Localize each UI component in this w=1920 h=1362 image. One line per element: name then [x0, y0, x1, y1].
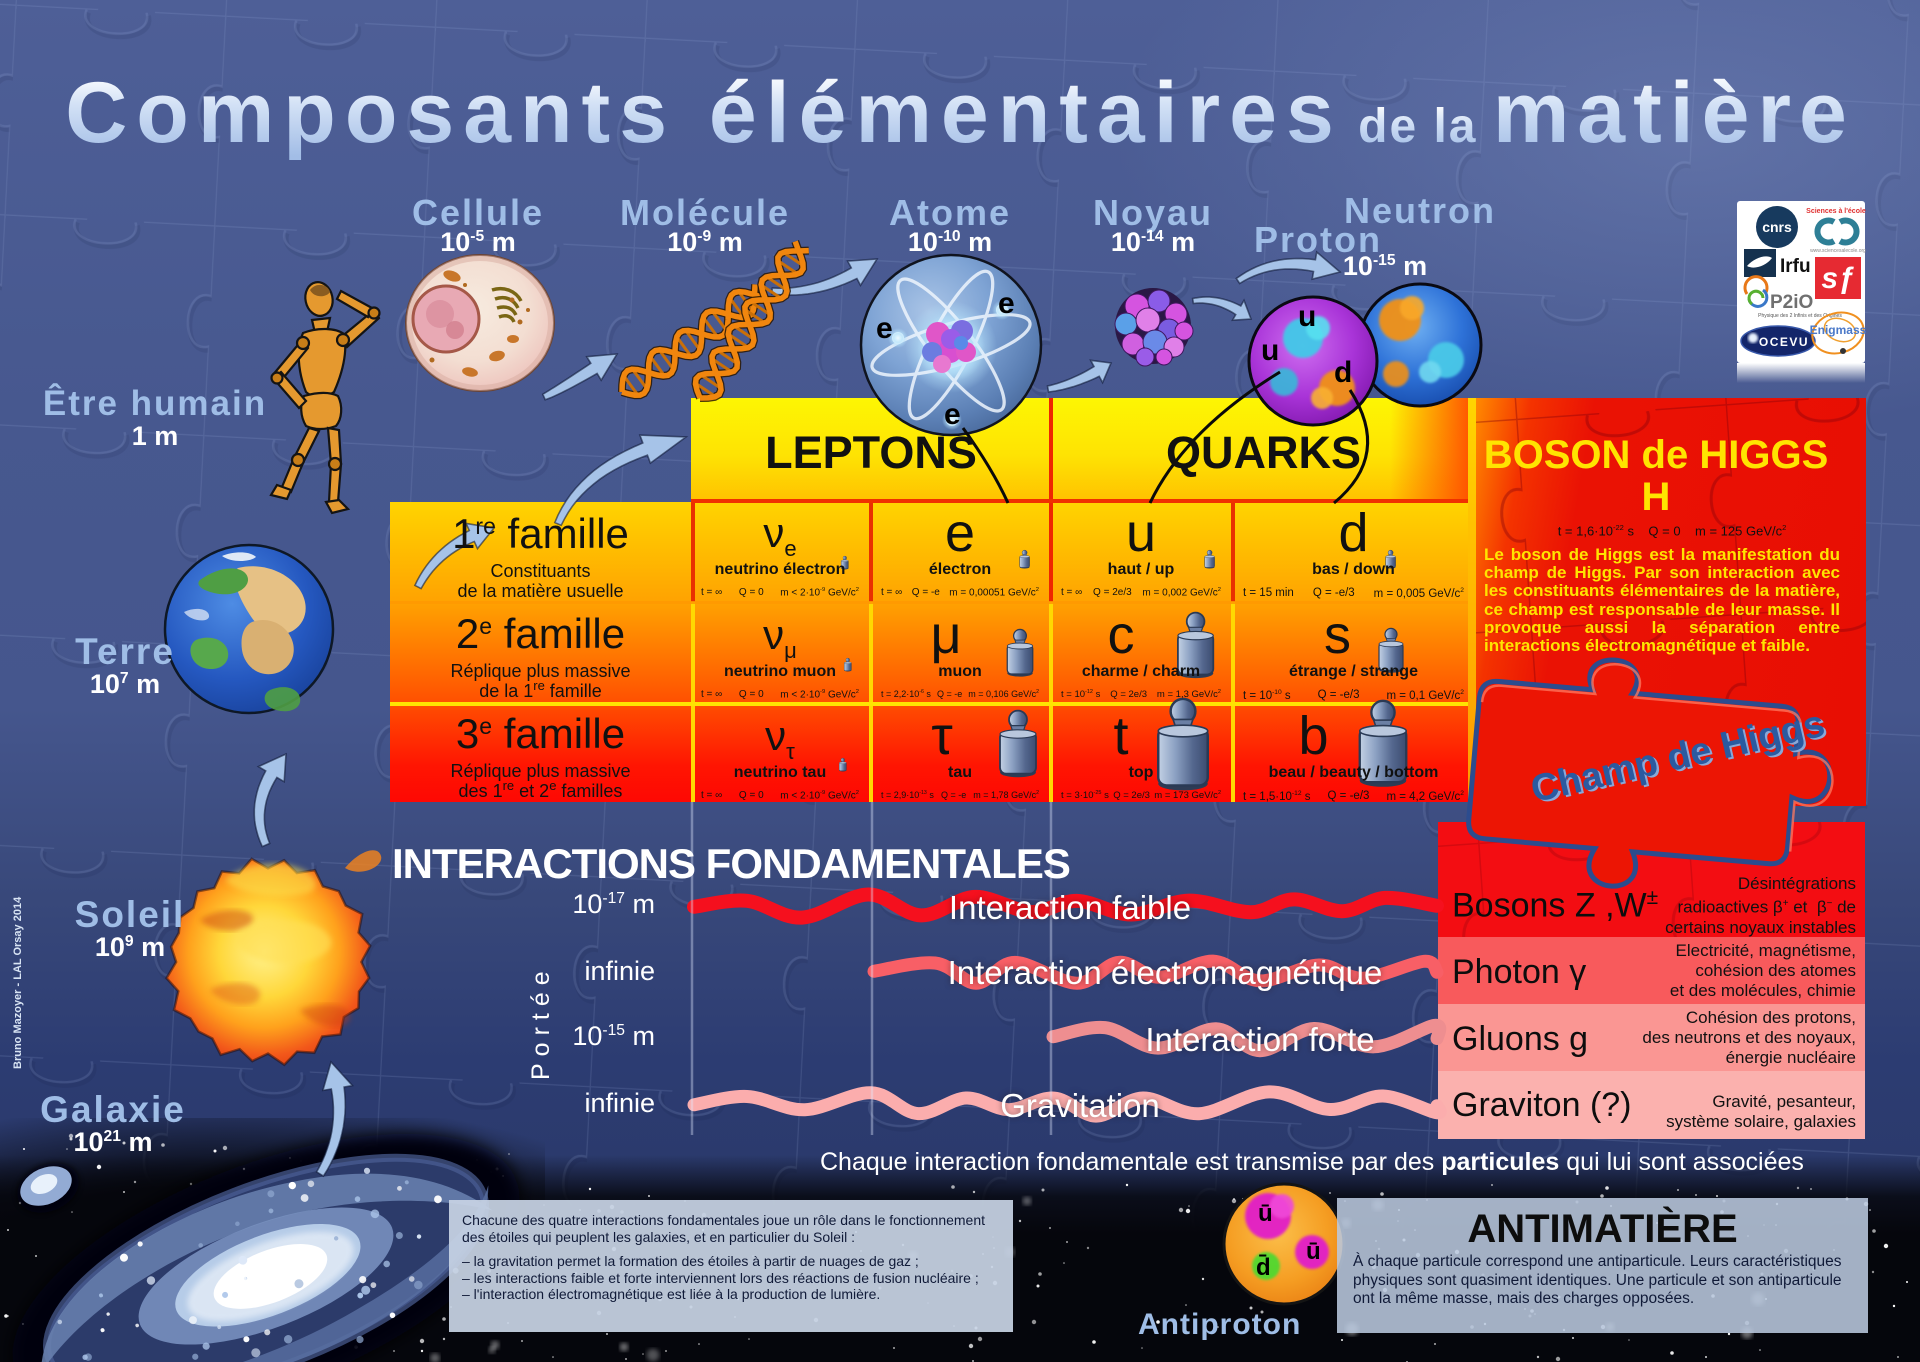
svg-text:OCEVU: OCEVU [1759, 335, 1809, 349]
svg-text:P2iO: P2iO [1770, 292, 1813, 313]
svg-text:sƒ: sƒ [1821, 262, 1854, 295]
svg-text:cnrs: cnrs [1762, 219, 1792, 235]
svg-text:www.sciencesalecole.org: www.sciencesalecole.org [1810, 248, 1866, 254]
svg-text:Sciences à l'école: Sciences à l'école [1806, 208, 1866, 215]
svg-text:Irfu: Irfu [1780, 256, 1811, 277]
svg-text:Enigmass: Enigmass [1810, 323, 1867, 337]
svg-text:Physique des 2 Infinis et des: Physique des 2 Infinis et des Origines [1758, 313, 1842, 319]
